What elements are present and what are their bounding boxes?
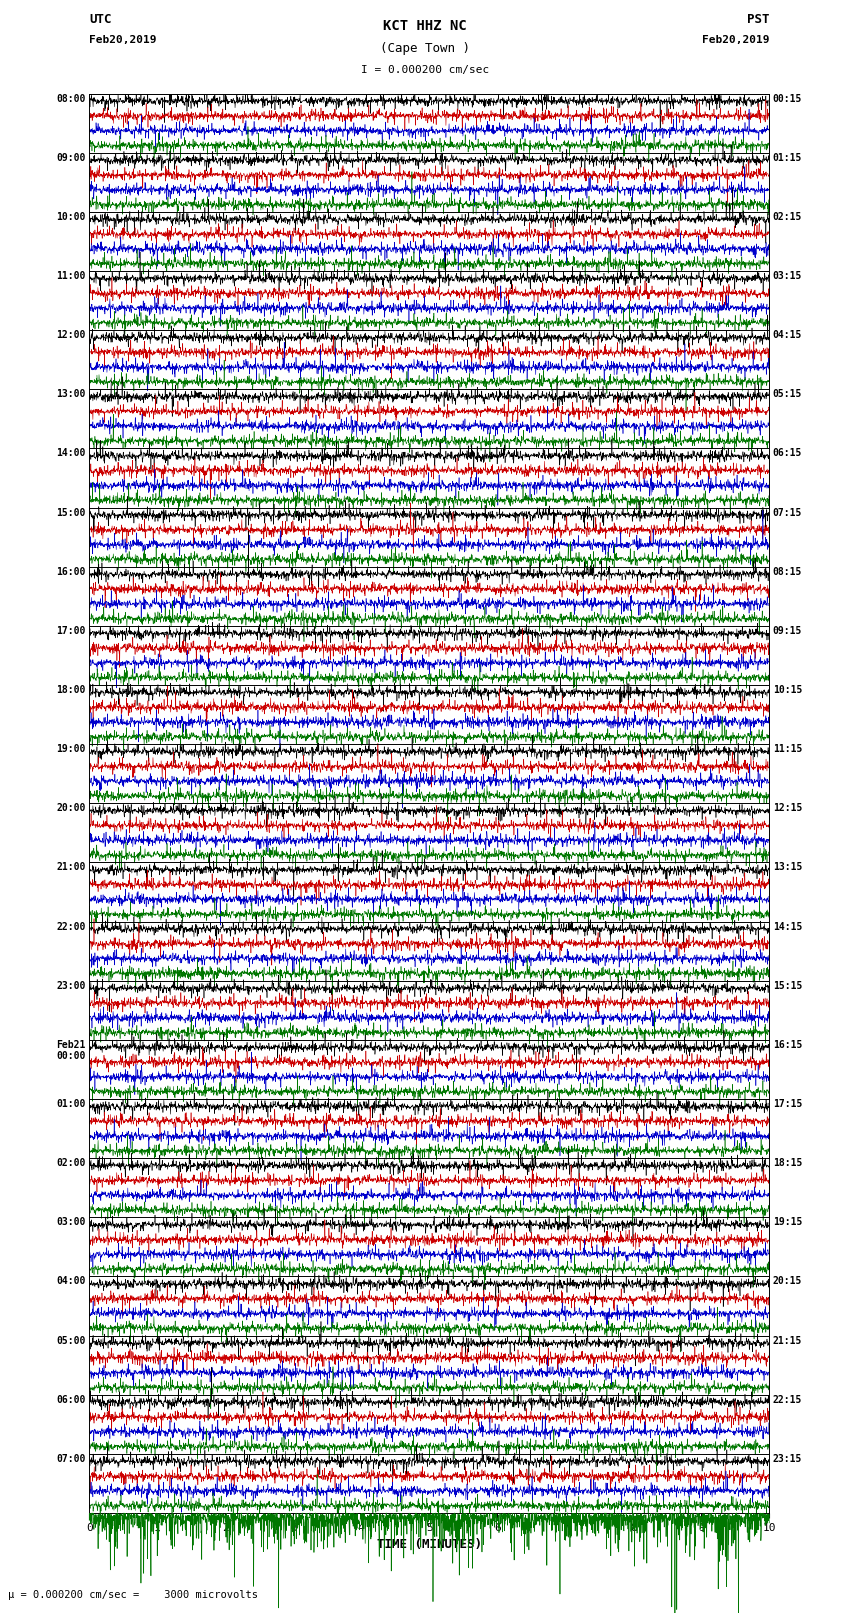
Text: 02:15: 02:15 xyxy=(773,211,802,223)
Text: 12:15: 12:15 xyxy=(773,803,802,813)
Text: 21:00: 21:00 xyxy=(56,863,86,873)
Text: KCT HHZ NC: KCT HHZ NC xyxy=(383,19,467,34)
Text: 18:15: 18:15 xyxy=(773,1158,802,1168)
Text: 21:15: 21:15 xyxy=(773,1336,802,1345)
Text: 22:15: 22:15 xyxy=(773,1395,802,1405)
Text: 14:00: 14:00 xyxy=(56,448,86,458)
Text: 01:00: 01:00 xyxy=(56,1098,86,1110)
Text: 10:15: 10:15 xyxy=(773,686,802,695)
Text: 07:00: 07:00 xyxy=(56,1453,86,1465)
Text: 15:00: 15:00 xyxy=(56,508,86,518)
Text: 16:15: 16:15 xyxy=(773,1040,802,1050)
Text: (Cape Town ): (Cape Town ) xyxy=(380,42,470,55)
Text: 01:15: 01:15 xyxy=(773,153,802,163)
Text: 07:15: 07:15 xyxy=(773,508,802,518)
Text: 14:15: 14:15 xyxy=(773,921,802,932)
Text: μ = 0.000200 cm/sec =    3000 microvolts: μ = 0.000200 cm/sec = 3000 microvolts xyxy=(8,1590,258,1600)
Text: Feb21
00:00: Feb21 00:00 xyxy=(56,1040,86,1061)
Text: 03:15: 03:15 xyxy=(773,271,802,281)
Text: 16:00: 16:00 xyxy=(56,566,86,577)
Text: 18:00: 18:00 xyxy=(56,686,86,695)
Text: 17:00: 17:00 xyxy=(56,626,86,636)
Text: 10:00: 10:00 xyxy=(56,211,86,223)
Text: Feb20,2019: Feb20,2019 xyxy=(89,35,156,45)
Text: PST: PST xyxy=(747,13,769,26)
Text: 08:15: 08:15 xyxy=(773,566,802,577)
Text: 13:00: 13:00 xyxy=(56,389,86,400)
Text: 05:00: 05:00 xyxy=(56,1336,86,1345)
Text: I = 0.000200 cm/sec: I = 0.000200 cm/sec xyxy=(361,65,489,74)
X-axis label: TIME (MINUTES): TIME (MINUTES) xyxy=(377,1539,482,1552)
Text: 22:00: 22:00 xyxy=(56,921,86,932)
Text: 20:15: 20:15 xyxy=(773,1276,802,1287)
Text: 00:15: 00:15 xyxy=(773,94,802,103)
Text: 09:15: 09:15 xyxy=(773,626,802,636)
Text: 11:00: 11:00 xyxy=(56,271,86,281)
Text: 15:15: 15:15 xyxy=(773,981,802,990)
Text: 11:15: 11:15 xyxy=(773,744,802,755)
Text: 20:00: 20:00 xyxy=(56,803,86,813)
Text: 23:15: 23:15 xyxy=(773,1453,802,1465)
Text: 19:15: 19:15 xyxy=(773,1218,802,1227)
Text: 13:15: 13:15 xyxy=(773,863,802,873)
Text: 17:15: 17:15 xyxy=(773,1098,802,1110)
Text: 05:15: 05:15 xyxy=(773,389,802,400)
Text: 12:00: 12:00 xyxy=(56,331,86,340)
Text: 02:00: 02:00 xyxy=(56,1158,86,1168)
Text: 04:15: 04:15 xyxy=(773,331,802,340)
Text: 03:00: 03:00 xyxy=(56,1218,86,1227)
Text: 19:00: 19:00 xyxy=(56,744,86,755)
Text: 09:00: 09:00 xyxy=(56,153,86,163)
Text: 04:00: 04:00 xyxy=(56,1276,86,1287)
Text: 06:00: 06:00 xyxy=(56,1395,86,1405)
Text: 06:15: 06:15 xyxy=(773,448,802,458)
Text: 08:00: 08:00 xyxy=(56,94,86,103)
Text: 23:00: 23:00 xyxy=(56,981,86,990)
Text: Feb20,2019: Feb20,2019 xyxy=(702,35,769,45)
Text: UTC: UTC xyxy=(89,13,111,26)
